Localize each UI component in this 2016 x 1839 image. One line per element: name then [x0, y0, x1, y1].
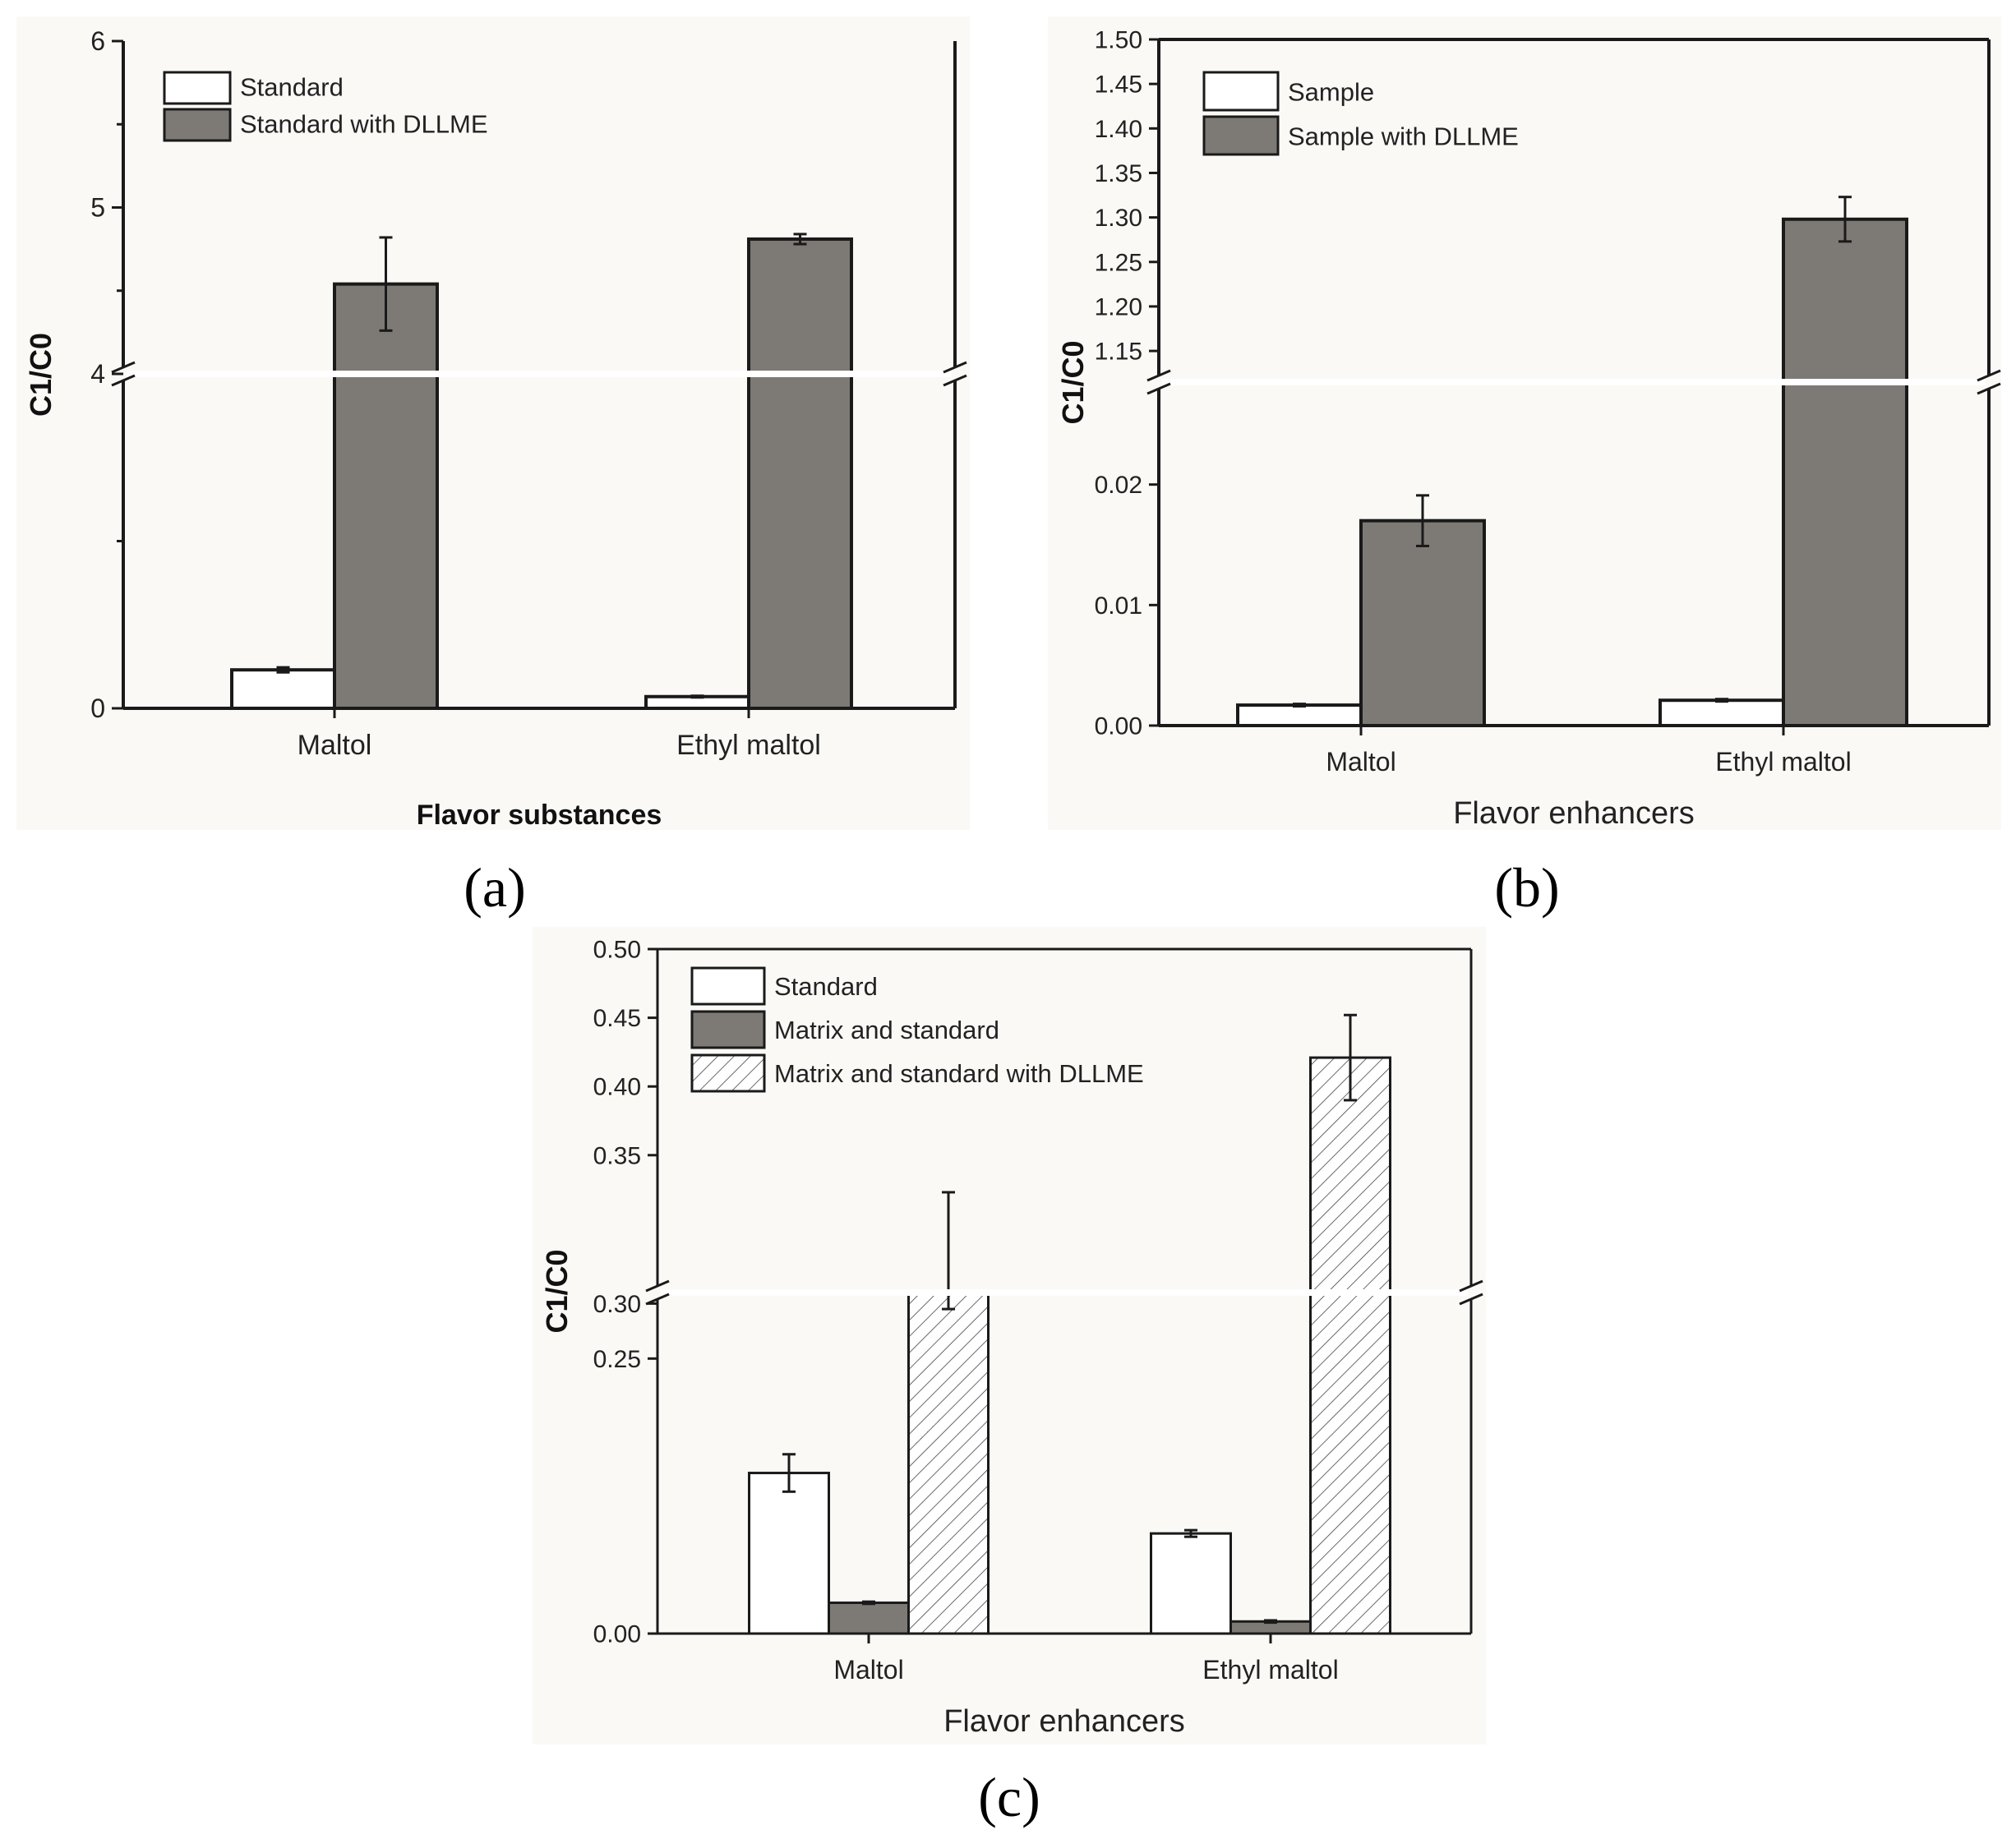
panel-c-y-axis-label: C1/C0: [540, 1249, 574, 1333]
panel-b-bar-sample-maltol: [1236, 703, 1363, 727]
panel-b-x-axis-label: Flavor enhancers: [1453, 796, 1695, 831]
panel-a-x-tick-label: Ethyl maltol: [676, 730, 821, 761]
panel-b-axes: [1146, 38, 2001, 727]
panel-c-legend-swatch: [690, 1010, 766, 1049]
panel-c-x-tick-label: Maltol: [833, 1655, 903, 1685]
panel-a-break-mark-left: [111, 374, 136, 387]
panel-b-legend: [1202, 71, 1280, 156]
panel-a-y-tick-label: 5: [90, 193, 105, 223]
panel-b-y-tick-label: 1.25: [1095, 249, 1142, 276]
panel-b-y-tick-label: 1.15: [1095, 339, 1142, 366]
panel-b-y-tick-label: 0.00: [1095, 713, 1142, 740]
panel-a-break-mark-right: [943, 374, 967, 387]
panel-c-y-tick-label: 0.25: [593, 1346, 641, 1373]
panel-c-legend-swatch: [690, 1053, 766, 1093]
panel-a-x-axis-label: Flavor substances: [417, 800, 662, 831]
panel-b-legend-label: Sample with DLLME: [1288, 122, 1519, 151]
panel-c-legend-label: Standard: [774, 972, 878, 1001]
panel-c-x-tick-label: Ethyl maltol: [1202, 1655, 1338, 1685]
panel-c-bar-standard-maltol: [748, 1472, 830, 1635]
panel-c-legend-label: Matrix and standard: [774, 1016, 999, 1044]
panel-a-axis-break-gap: [127, 371, 952, 377]
panel-a-y-tick-label: 6: [90, 26, 105, 56]
panel-b-ticks: 0.00 0.01 0.02 1.15 1.20 1.25 1.30 1.35 1.40 1.45…: [1095, 27, 1785, 740]
panel-a-legend-label: Standard: [240, 73, 344, 102]
panel-c-bar-standard-ethyl-maltol: [1150, 1532, 1232, 1635]
panel-c-y-tick-label: 0.00: [593, 1621, 641, 1648]
panel-a-bar-standard-with-dllme-ethyl-maltol: [747, 237, 853, 711]
panel-c-axes: [645, 947, 1483, 1635]
panel-b-bars: [1162, 196, 1986, 728]
panel-a-y-tick-label: 0: [90, 694, 105, 723]
panel-b-bar-sample-with-dllme-ethyl-maltol: [1782, 217, 1908, 727]
panel-c-y-tick-label: 0.50: [593, 937, 641, 964]
panel-c-break-mark-right: [1459, 1293, 1483, 1306]
panel-a-break-mark-left: [111, 361, 136, 374]
panel-a-bar-standard-maltol: [230, 668, 336, 711]
panel-c-legend-swatch: [690, 966, 766, 1006]
panel-b-bar-sample-with-dllme-maltol: [1359, 519, 1486, 728]
panel-b-y-tick-label: 1.50: [1095, 27, 1142, 54]
panel-b-break-mark-right: [1977, 369, 2001, 382]
panel-b-break-mark-left: [1146, 382, 1171, 395]
panel-a-axes: [111, 41, 967, 710]
panel-a-break-mark-right: [943, 361, 967, 374]
panel-b-y-axis-label: C1/C0: [1056, 340, 1090, 424]
panel-b-chart: 0.00 0.01 0.02 1.15 1.20 1.25 1.30 1.35 1.40 1.45…: [1048, 16, 2001, 831]
panel-c-caption: (c): [978, 1766, 1040, 1828]
panel-b-y-tick-label: 0.02: [1095, 472, 1142, 499]
panel-a-y-axis-label: C1/C0: [24, 333, 58, 417]
panel-a-legend: [163, 71, 232, 142]
panel-a-legend-swatch: [163, 71, 232, 105]
panel-c-y-tick-label: 0.30: [593, 1291, 641, 1318]
panel-b-y-tick-label: 0.01: [1095, 592, 1142, 620]
panel-b-x-tick-label: Maltol: [1326, 747, 1396, 777]
panel-b-caption: (b): [1494, 856, 1559, 919]
panel-a-legend-swatch: [163, 108, 232, 142]
panel-b-legend-swatch: [1202, 71, 1280, 112]
panel-c-bar-matrix-and-standard-maltol: [828, 1602, 910, 1635]
panel-b-bar-sample-ethyl-maltol: [1658, 698, 1785, 728]
panel-b-y-tick-label: 1.20: [1095, 293, 1142, 320]
panel-b-legend-label: Sample: [1288, 78, 1374, 107]
panel-b-y-tick-label: 1.45: [1095, 71, 1142, 99]
panel-c-bars: [661, 1013, 1468, 1635]
panel-c-legend-label: Matrix and standard with DLLME: [774, 1059, 1144, 1088]
panel-c-y-tick-label: 0.35: [593, 1142, 641, 1169]
panel-c-y-tick-label: 0.40: [593, 1074, 641, 1101]
panel-b-x-tick-label: Ethyl maltol: [1715, 747, 1851, 777]
panel-b-legend-swatch: [1202, 115, 1280, 156]
panel-b-break-mark-right: [1977, 382, 2001, 395]
panel-c-axis-break-gap: [661, 1289, 1468, 1296]
panel-c-chart: 0.00 0.25 0.30 0.35 0.40 0.45 0.50 Maltol Ethy…: [533, 927, 1486, 1745]
panel-a-x-tick-label: Maltol: [298, 730, 372, 761]
panel-c-bar-matrix-and-standard-with-dllme-ethyl-maltol: [1309, 1056, 1391, 1635]
panel-a-chart: 0 4 5 6 Maltol Ethyl maltol Flavor substanc…: [16, 16, 970, 831]
panel-b-axis-break-gap: [1162, 379, 1986, 385]
panel-c-break-mark-left: [645, 1279, 670, 1293]
panel-c-legend: [690, 966, 766, 1093]
panel-b-y-tick-label: 1.35: [1095, 160, 1142, 187]
panel-a-y-tick-label: 4: [90, 359, 105, 389]
panel-c-bar-matrix-and-standard-with-dllme-maltol: [907, 1292, 990, 1635]
panel-a-bar-standard-with-dllme-maltol: [333, 282, 439, 710]
panel-a-bars: [127, 233, 952, 711]
panel-a-caption: (a): [464, 856, 525, 919]
panel-c-ticks: 0.00 0.25 0.30 0.35 0.40 0.45 0.50: [593, 937, 1272, 1648]
panel-c-break-mark-right: [1459, 1279, 1483, 1293]
panel-b-y-tick-label: 1.40: [1095, 116, 1142, 143]
panel-b-y-tick-label: 1.30: [1095, 205, 1142, 232]
panel-a-legend-label: Standard with DLLME: [240, 110, 488, 139]
panel-c-x-axis-label: Flavor enhancers: [943, 1704, 1185, 1739]
panel-c-y-tick-label: 0.45: [593, 1005, 641, 1032]
panel-a-ticks: 0 4 5 6: [90, 26, 750, 723]
panel-b-break-mark-left: [1146, 369, 1171, 382]
